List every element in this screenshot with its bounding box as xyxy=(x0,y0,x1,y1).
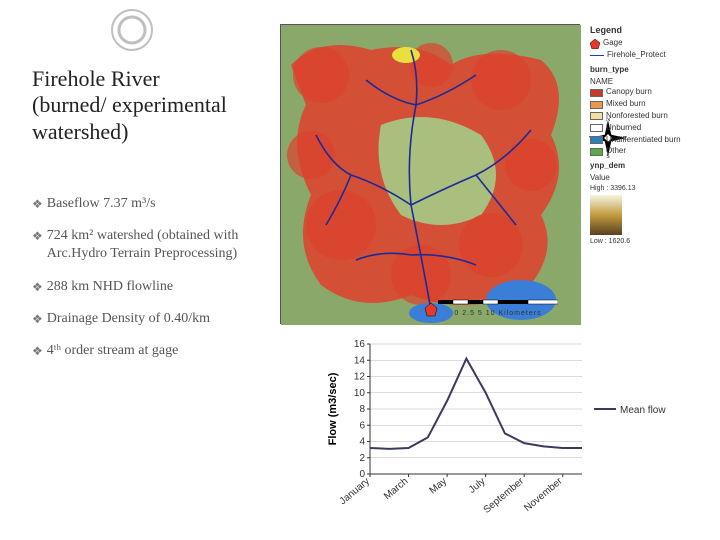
watershed-map xyxy=(280,24,580,324)
bullet-marker-icon: ❖ xyxy=(32,342,43,360)
svg-text:Flow (m3/sec): Flow (m3/sec) xyxy=(327,372,339,445)
legend-label: Firehole_Protect xyxy=(607,50,666,61)
svg-text:16: 16 xyxy=(354,339,366,350)
legend-label: Gage xyxy=(603,38,623,49)
legend-label: Nonforested burn xyxy=(606,111,668,122)
legend-subheader2: NAME xyxy=(590,77,718,88)
legend-label: Unburned xyxy=(606,123,641,134)
color-swatch xyxy=(590,148,603,156)
pentagon-icon xyxy=(590,39,600,49)
legend-subheader: burn_type xyxy=(590,65,718,76)
legend-row-burn: Canopy burn xyxy=(590,87,718,98)
legend-row-burn: Mixed burn xyxy=(590,99,718,110)
svg-text:6: 6 xyxy=(359,420,365,431)
bullet-item: ❖288 km NHD flowline xyxy=(32,278,247,296)
color-swatch xyxy=(590,112,603,120)
flow-line-chart: 0246810121416JanuaryMarchMayJulySeptembe… xyxy=(322,336,692,526)
bullet-item: ❖4ᵗʰ order stream at gage xyxy=(32,342,247,360)
svg-text:May: May xyxy=(427,476,449,497)
svg-text:November: November xyxy=(522,475,565,514)
bullet-item: ❖Drainage Density of 0.40/km xyxy=(32,310,247,328)
gradient-swatch xyxy=(590,195,622,235)
bullet-item: ❖724 km² watershed (obtained with Arc.Hy… xyxy=(32,227,247,263)
legend-row-burn: Undifferentiated burn xyxy=(590,135,718,146)
slide-title: Firehole River (burned/ experimental wat… xyxy=(32,66,237,145)
bullet-text: Baseflow 7.37 m³/s xyxy=(47,195,247,213)
color-swatch xyxy=(590,89,603,97)
legend-row-gage: Gage xyxy=(590,38,718,49)
bullet-marker-icon: ❖ xyxy=(32,195,43,213)
bullet-item: ❖Baseflow 7.37 m³/s xyxy=(32,195,247,213)
legend-row-protect: Firehole_Protect xyxy=(590,50,718,61)
legend-label: Mixed burn xyxy=(606,99,646,110)
scale-bar-label: 0 2.5 5 10 Kilometers xyxy=(438,310,558,317)
svg-text:September: September xyxy=(482,475,527,515)
bullet-text: 724 km² watershed (obtained with Arc.Hyd… xyxy=(47,227,247,263)
map-legend: Legend Gage Firehole_Protect burn_type N… xyxy=(590,24,718,247)
svg-text:2: 2 xyxy=(359,453,365,464)
color-swatch xyxy=(590,136,603,144)
map-scale-bar: 0 2.5 5 10 Kilometers xyxy=(438,298,558,317)
legend-subheader: ynp_dem xyxy=(590,161,718,172)
bullet-text: 4ᵗʰ order stream at gage xyxy=(47,342,247,360)
svg-text:8: 8 xyxy=(359,404,365,415)
color-swatch xyxy=(590,124,603,132)
svg-text:March: March xyxy=(382,476,410,502)
svg-text:January: January xyxy=(338,476,372,507)
legend-low-value: Low : 1620.6 xyxy=(590,237,718,246)
slide-title-block: Firehole River (burned/ experimental wat… xyxy=(32,66,237,145)
legend-label: Other xyxy=(606,146,626,157)
slide-decoration-circle xyxy=(110,8,154,52)
svg-text:10: 10 xyxy=(354,388,366,399)
line-swatch-icon xyxy=(590,55,604,56)
svg-text:4: 4 xyxy=(359,437,365,448)
svg-text:14: 14 xyxy=(354,355,366,366)
legend-high-value: High : 3396.13 xyxy=(590,184,718,193)
bullet-marker-icon: ❖ xyxy=(32,278,43,296)
svg-text:12: 12 xyxy=(354,372,366,383)
color-swatch xyxy=(590,101,603,109)
legend-row-burn: Nonforested burn xyxy=(590,111,718,122)
svg-text:Mean flow: Mean flow xyxy=(620,405,666,416)
bullet-marker-icon: ❖ xyxy=(32,227,43,263)
bullet-list: ❖Baseflow 7.37 m³/s ❖724 km² watershed (… xyxy=(32,195,247,374)
legend-row-burn: Other xyxy=(590,146,718,157)
svg-text:July: July xyxy=(467,476,488,496)
legend-label: Canopy burn xyxy=(606,87,652,98)
bullet-text: 288 km NHD flowline xyxy=(47,278,247,296)
legend-label: Undifferentiated burn xyxy=(606,135,681,146)
bullet-text: Drainage Density of 0.40/km xyxy=(47,310,247,328)
legend-header: Legend xyxy=(590,24,718,36)
legend-row-burn: Unburned xyxy=(590,123,718,134)
legend-subheader2: Value xyxy=(590,173,718,184)
bullet-marker-icon: ❖ xyxy=(32,310,43,328)
